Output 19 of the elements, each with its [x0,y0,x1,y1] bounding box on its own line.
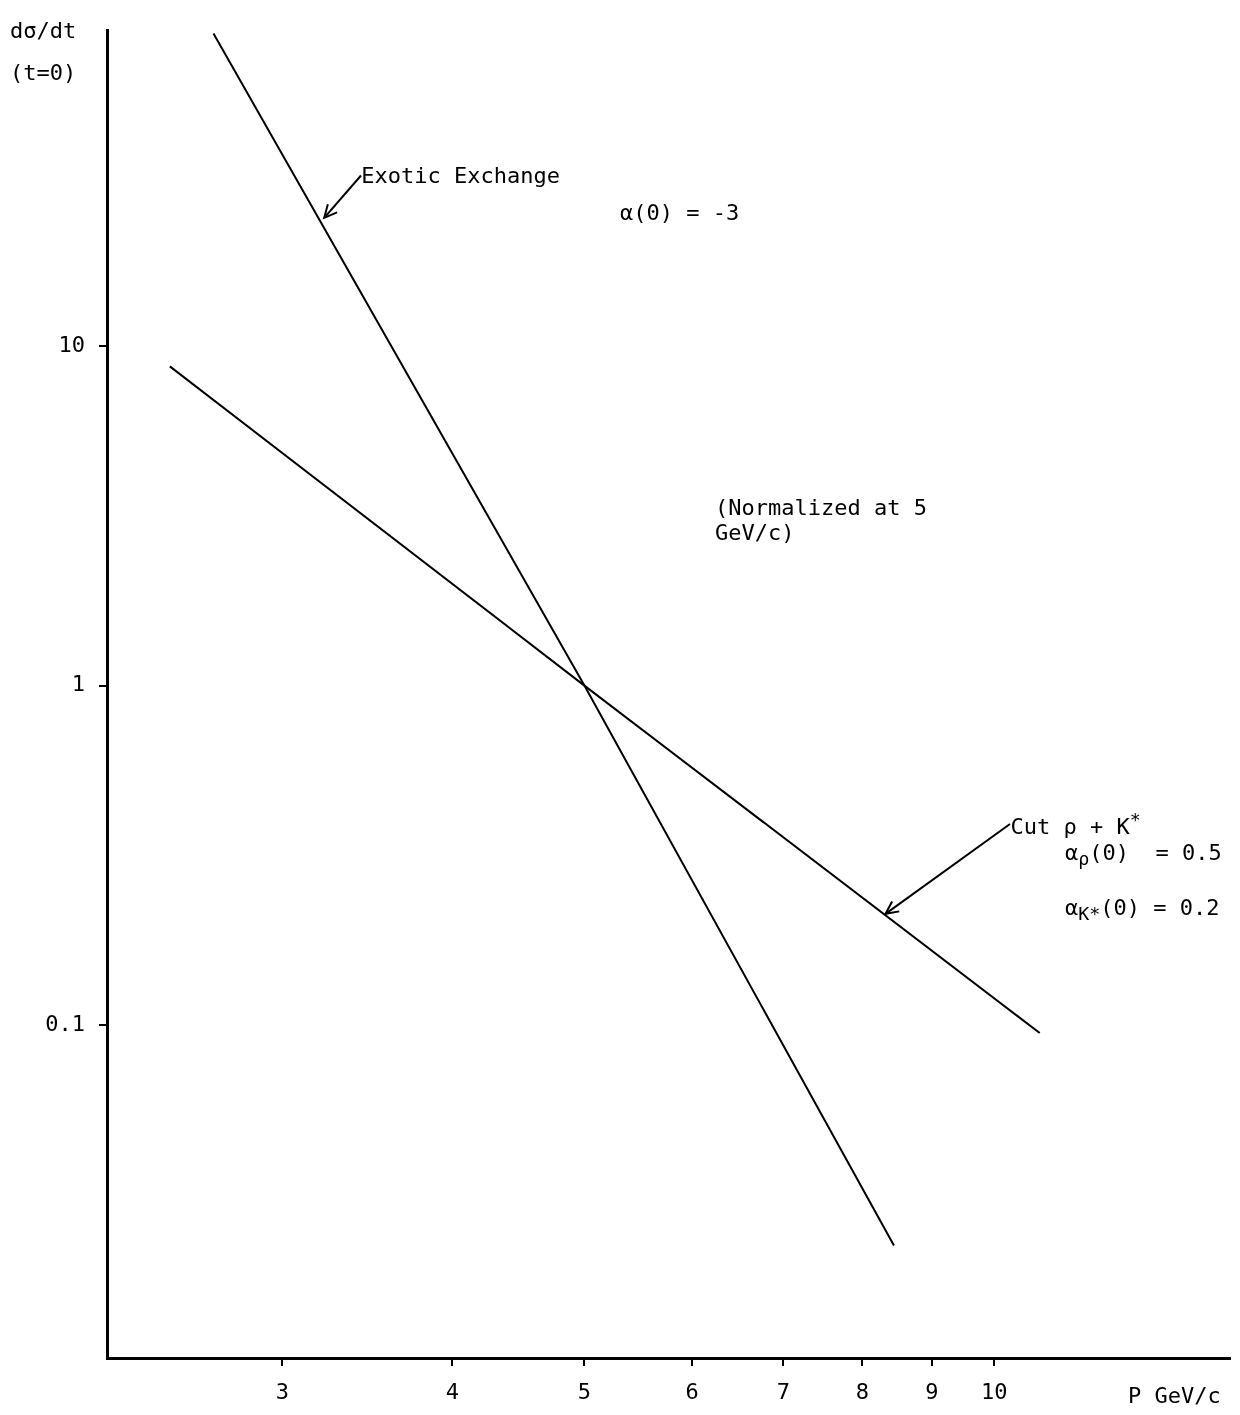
annotation: α$_{K*}$(0) = 0.2 [1065,895,1220,925]
annotation: α$_{ρ}$(0) = 0.5 [1065,840,1222,870]
x-axis-title: P GeV/c [1128,1383,1221,1408]
annotation: (Normalized at 5 GeV/c) [715,495,928,545]
x-tick-label: 6 [685,1378,699,1404]
annotation: Exotic Exchange [361,162,560,188]
x-tick-label: 7 [776,1378,790,1404]
annotation: α(0) = -3 [620,200,740,225]
y-tick-label: 0.1 [45,1011,85,1037]
x-tick-label: 5 [577,1378,592,1404]
y-tick-label: 1 [71,671,85,697]
x-tick-label: 8 [855,1378,869,1404]
x-tick-label: 10 [980,1378,1008,1404]
x-tick-label: 9 [925,1378,939,1404]
annotation: Cut ρ + K$^{*}$ [1010,808,1141,840]
y-tick-label: 10 [58,331,85,357]
x-tick-label: 4 [445,1378,460,1404]
y-axis-title: dσ/dt (t=0) [10,17,78,87]
x-tick-label: 3 [275,1378,289,1404]
